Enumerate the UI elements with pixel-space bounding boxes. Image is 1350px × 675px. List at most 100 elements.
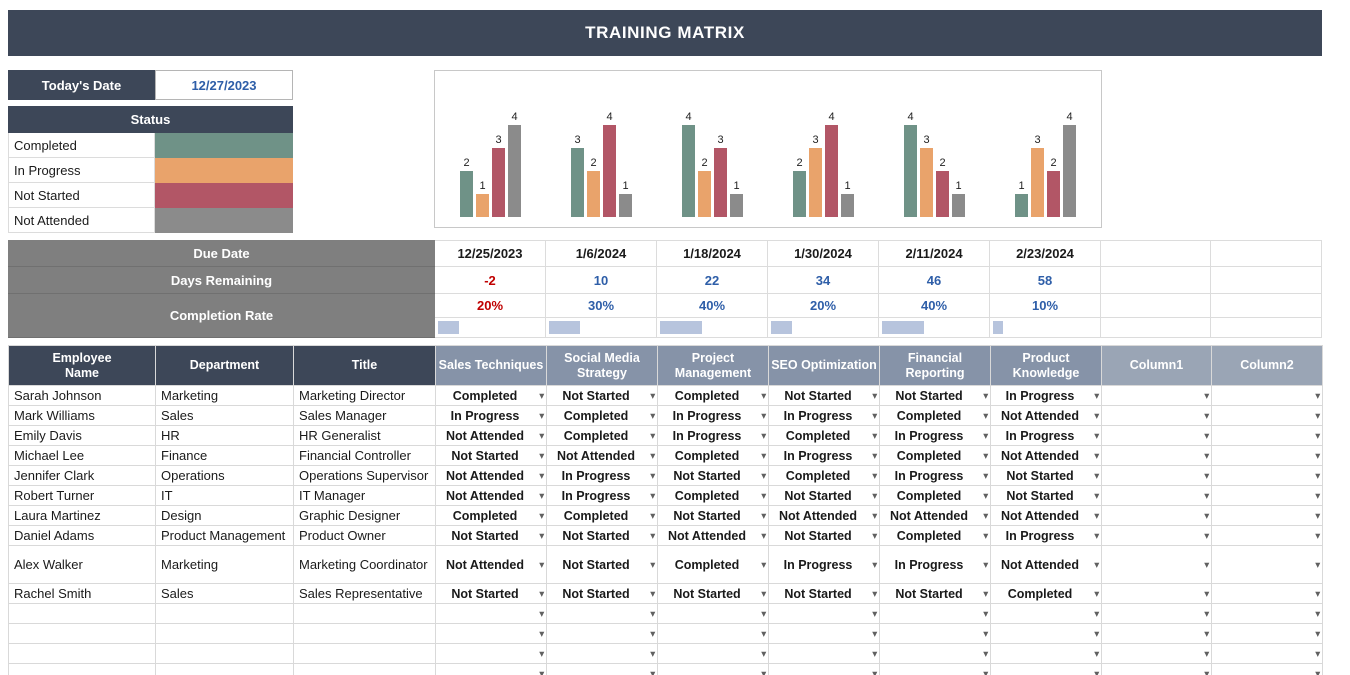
dropdown-arrow-icon[interactable]: ▾ [872, 648, 877, 658]
status-dropdown-cell[interactable]: In Progress ▾ [768, 445, 880, 466]
department-cell[interactable]: Marketing [155, 385, 294, 406]
dropdown-arrow-icon[interactable]: ▾ [872, 390, 877, 400]
dropdown-arrow-icon[interactable]: ▾ [539, 450, 544, 460]
status-dropdown-cell[interactable]: ▾ [657, 623, 769, 644]
dropdown-arrow-icon[interactable]: ▾ [983, 410, 988, 420]
status-dropdown-cell[interactable]: Completed ▾ [879, 525, 991, 546]
status-dropdown-cell[interactable]: In Progress ▾ [879, 545, 991, 584]
dropdown-arrow-icon[interactable]: ▾ [761, 470, 766, 480]
status-dropdown-cell[interactable]: Completed ▾ [879, 445, 991, 466]
status-dropdown-cell[interactable]: Not Started ▾ [435, 525, 547, 546]
title-cell[interactable]: Sales Manager [293, 405, 436, 426]
extra-dropdown-cell[interactable]: ▾ [1211, 525, 1323, 546]
status-dropdown-cell[interactable]: Completed ▾ [657, 385, 769, 406]
status-dropdown-cell[interactable]: Not Started ▾ [546, 545, 658, 584]
dropdown-arrow-icon[interactable]: ▾ [761, 608, 766, 618]
status-dropdown-cell[interactable]: ▾ [1211, 603, 1323, 624]
dropdown-arrow-icon[interactable]: ▾ [650, 390, 655, 400]
status-dropdown-cell[interactable]: Not Started ▾ [435, 583, 547, 604]
extra-dropdown-cell[interactable]: ▾ [1211, 485, 1323, 506]
empty-cell[interactable] [155, 663, 294, 675]
dropdown-arrow-icon[interactable]: ▾ [1204, 608, 1209, 618]
status-dropdown-cell[interactable]: In Progress ▾ [768, 545, 880, 584]
dropdown-arrow-icon[interactable]: ▾ [539, 490, 544, 500]
dropdown-arrow-icon[interactable]: ▾ [872, 530, 877, 540]
status-dropdown-cell[interactable]: Completed ▾ [435, 385, 547, 406]
dropdown-arrow-icon[interactable]: ▾ [1315, 490, 1320, 500]
title-cell[interactable]: Marketing Coordinator [293, 545, 436, 584]
employee-name-cell[interactable]: Robert Turner [8, 485, 156, 506]
dropdown-arrow-icon[interactable]: ▾ [983, 608, 988, 618]
title-cell[interactable]: Graphic Designer [293, 505, 436, 526]
status-dropdown-cell[interactable]: ▾ [768, 603, 880, 624]
status-dropdown-cell[interactable]: ▾ [1211, 623, 1323, 644]
status-dropdown-cell[interactable]: Not Started ▾ [435, 445, 547, 466]
status-dropdown-cell[interactable]: Not Started ▾ [879, 385, 991, 406]
status-dropdown-cell[interactable]: ▾ [990, 663, 1102, 675]
department-cell[interactable]: HR [155, 425, 294, 446]
status-dropdown-cell[interactable]: Completed ▾ [546, 505, 658, 526]
status-dropdown-cell[interactable]: ▾ [1211, 643, 1323, 664]
dropdown-arrow-icon[interactable]: ▾ [539, 588, 544, 598]
dropdown-arrow-icon[interactable]: ▾ [1204, 430, 1209, 440]
dropdown-arrow-icon[interactable]: ▾ [650, 490, 655, 500]
dropdown-arrow-icon[interactable]: ▾ [539, 410, 544, 420]
status-dropdown-cell[interactable]: Completed ▾ [546, 425, 658, 446]
dropdown-arrow-icon[interactable]: ▾ [983, 510, 988, 520]
status-dropdown-cell[interactable]: Not Started ▾ [657, 583, 769, 604]
extra-dropdown-cell[interactable]: ▾ [1101, 485, 1212, 506]
todays-date-value[interactable]: 12/27/2023 [155, 70, 293, 100]
status-dropdown-cell[interactable]: ▾ [990, 643, 1102, 664]
dropdown-arrow-icon[interactable]: ▾ [983, 559, 988, 569]
dropdown-arrow-icon[interactable]: ▾ [650, 450, 655, 460]
dropdown-arrow-icon[interactable]: ▾ [872, 668, 877, 675]
dropdown-arrow-icon[interactable]: ▾ [1094, 490, 1099, 500]
status-dropdown-cell[interactable]: Completed ▾ [657, 545, 769, 584]
dropdown-arrow-icon[interactable]: ▾ [761, 559, 766, 569]
status-dropdown-cell[interactable]: In Progress ▾ [990, 385, 1102, 406]
dropdown-arrow-icon[interactable]: ▾ [1315, 588, 1320, 598]
status-dropdown-cell[interactable]: ▾ [435, 663, 547, 675]
dropdown-arrow-icon[interactable]: ▾ [650, 559, 655, 569]
dropdown-arrow-icon[interactable]: ▾ [1315, 668, 1320, 675]
dropdown-arrow-icon[interactable]: ▾ [1094, 588, 1099, 598]
dropdown-arrow-icon[interactable]: ▾ [1204, 450, 1209, 460]
department-cell[interactable]: Marketing [155, 545, 294, 584]
status-dropdown-cell[interactable]: Completed ▾ [990, 583, 1102, 604]
employee-name-cell[interactable]: Emily Davis [8, 425, 156, 446]
status-dropdown-cell[interactable]: Not Started ▾ [990, 485, 1102, 506]
department-cell[interactable]: Sales [155, 405, 294, 426]
dropdown-arrow-icon[interactable]: ▾ [1094, 668, 1099, 675]
dropdown-arrow-icon[interactable]: ▾ [761, 450, 766, 460]
status-dropdown-cell[interactable]: Not Attended ▾ [435, 485, 547, 506]
status-dropdown-cell[interactable]: In Progress ▾ [657, 405, 769, 426]
status-dropdown-cell[interactable]: Completed ▾ [879, 405, 991, 426]
status-dropdown-cell[interactable]: Not Started ▾ [546, 583, 658, 604]
status-dropdown-cell[interactable]: Not Attended ▾ [657, 525, 769, 546]
extra-dropdown-cell[interactable]: ▾ [1211, 425, 1323, 446]
dropdown-arrow-icon[interactable]: ▾ [1094, 450, 1099, 460]
dropdown-arrow-icon[interactable]: ▾ [1094, 510, 1099, 520]
status-dropdown-cell[interactable]: ▾ [657, 663, 769, 675]
dropdown-arrow-icon[interactable]: ▾ [1315, 559, 1320, 569]
status-dropdown-cell[interactable]: Not Attended ▾ [990, 405, 1102, 426]
dropdown-arrow-icon[interactable]: ▾ [1204, 410, 1209, 420]
empty-cell[interactable] [8, 663, 156, 675]
dropdown-arrow-icon[interactable]: ▾ [1204, 390, 1209, 400]
status-dropdown-cell[interactable]: In Progress ▾ [435, 405, 547, 426]
dropdown-arrow-icon[interactable]: ▾ [539, 430, 544, 440]
dropdown-arrow-icon[interactable]: ▾ [650, 430, 655, 440]
dropdown-arrow-icon[interactable]: ▾ [1204, 470, 1209, 480]
dropdown-arrow-icon[interactable]: ▾ [983, 648, 988, 658]
dropdown-arrow-icon[interactable]: ▾ [761, 510, 766, 520]
dropdown-arrow-icon[interactable]: ▾ [872, 430, 877, 440]
status-dropdown-cell[interactable]: Completed ▾ [657, 445, 769, 466]
department-cell[interactable]: Operations [155, 465, 294, 486]
department-cell[interactable]: Finance [155, 445, 294, 466]
status-dropdown-cell[interactable]: Completed ▾ [546, 405, 658, 426]
employee-name-cell[interactable]: Sarah Johnson [8, 385, 156, 406]
status-dropdown-cell[interactable]: Not Started ▾ [768, 485, 880, 506]
dropdown-arrow-icon[interactable]: ▾ [1094, 559, 1099, 569]
status-dropdown-cell[interactable]: ▾ [768, 623, 880, 644]
empty-cell[interactable] [293, 663, 436, 675]
